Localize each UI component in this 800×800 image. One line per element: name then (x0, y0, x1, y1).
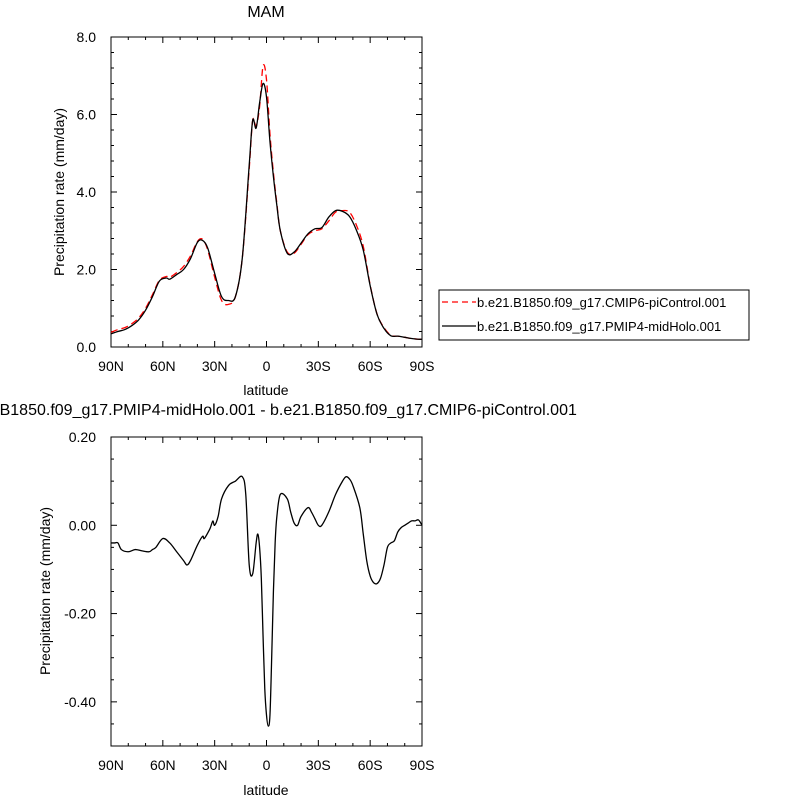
bottom-y-axis-label: Precipitation rate (mm/day) (37, 507, 53, 675)
bottom-y-tick-label: -0.20 (64, 606, 96, 622)
bottom-series-lines (111, 475, 423, 727)
bottom-series-line-1 (111, 475, 423, 727)
top-x-tick-label: 60S (358, 358, 383, 374)
top-axis-ticks: 90N 60N 30N 0 30S 60S 90S 0.0 2.0 4.0 6.0 8.0 (77, 29, 435, 374)
top-x-tick-label: 90S (410, 358, 435, 374)
bottom-chart-panel: b.e21.B1850.f09_g17.PMIP4-midHolo.001 - … (0, 402, 577, 798)
bottom-y-tick-label: 0.00 (69, 517, 96, 533)
top-x-tick-label: 90N (98, 358, 124, 374)
bottom-plot-frame (110, 436, 423, 747)
bottom-x-tick-label: 0 (263, 757, 271, 773)
top-y-tick-label: 2.0 (77, 262, 97, 278)
top-series-line-2 (110, 82, 423, 340)
bottom-x-tick-label: 30S (306, 757, 331, 773)
bottom-x-tick-label: 90N (98, 757, 124, 773)
top-y-axis-label: Precipitation rate (mm/day) (51, 108, 67, 276)
bottom-x-axis-label: latitude (243, 782, 288, 798)
top-series-lines (110, 64, 423, 340)
bottom-x-tick-label: 60S (358, 757, 383, 773)
top-x-tick-label: 60N (150, 358, 176, 374)
top-series-line-1 (110, 64, 423, 340)
top-x-axis-label: latitude (243, 382, 288, 398)
top-chart-title: MAM (247, 4, 284, 21)
top-y-tick-label: 8.0 (77, 29, 97, 45)
legend-box (438, 289, 750, 341)
bottom-axis-ticks: 90N 60N 30N 0 30S 60S 90S 0.20 0.00 -0.20 -0.40 (64, 429, 434, 773)
top-y-tick-label: 4.0 (77, 184, 97, 200)
legend: b.e21.B1850.f09_g17.CMIP6-piControl.001 … (438, 289, 750, 341)
top-x-tick-label: 30N (202, 358, 228, 374)
bottom-x-tick-label: 90S (410, 757, 435, 773)
top-chart-panel: MAM 90N 60N 30N 0 30S 60S 90S 0.0 2.0 4.0 6.0 8.0 l… (51, 4, 750, 398)
bottom-chart-title: b.e21.B1850.f09_g17.PMIP4-midHolo.001 - … (0, 402, 577, 419)
bottom-x-tick-label: 60N (150, 757, 176, 773)
legend-label-picontrol: b.e21.B1850.f09_g17.CMIP6-piControl.001 (477, 295, 726, 310)
bottom-y-tick-label: 0.20 (69, 429, 96, 445)
legend-label-midholo: b.e21.B1850.f09_g17.PMIP4-midHolo.001 (477, 319, 721, 334)
top-x-tick-label: 0 (263, 358, 271, 374)
top-y-tick-label: 0.0 (77, 339, 97, 355)
top-plot-frame (110, 36, 423, 348)
bottom-x-tick-label: 30N (202, 757, 228, 773)
bottom-y-tick-label: -0.40 (64, 694, 96, 710)
top-x-tick-label: 30S (306, 358, 331, 374)
top-y-tick-label: 6.0 (77, 107, 97, 123)
